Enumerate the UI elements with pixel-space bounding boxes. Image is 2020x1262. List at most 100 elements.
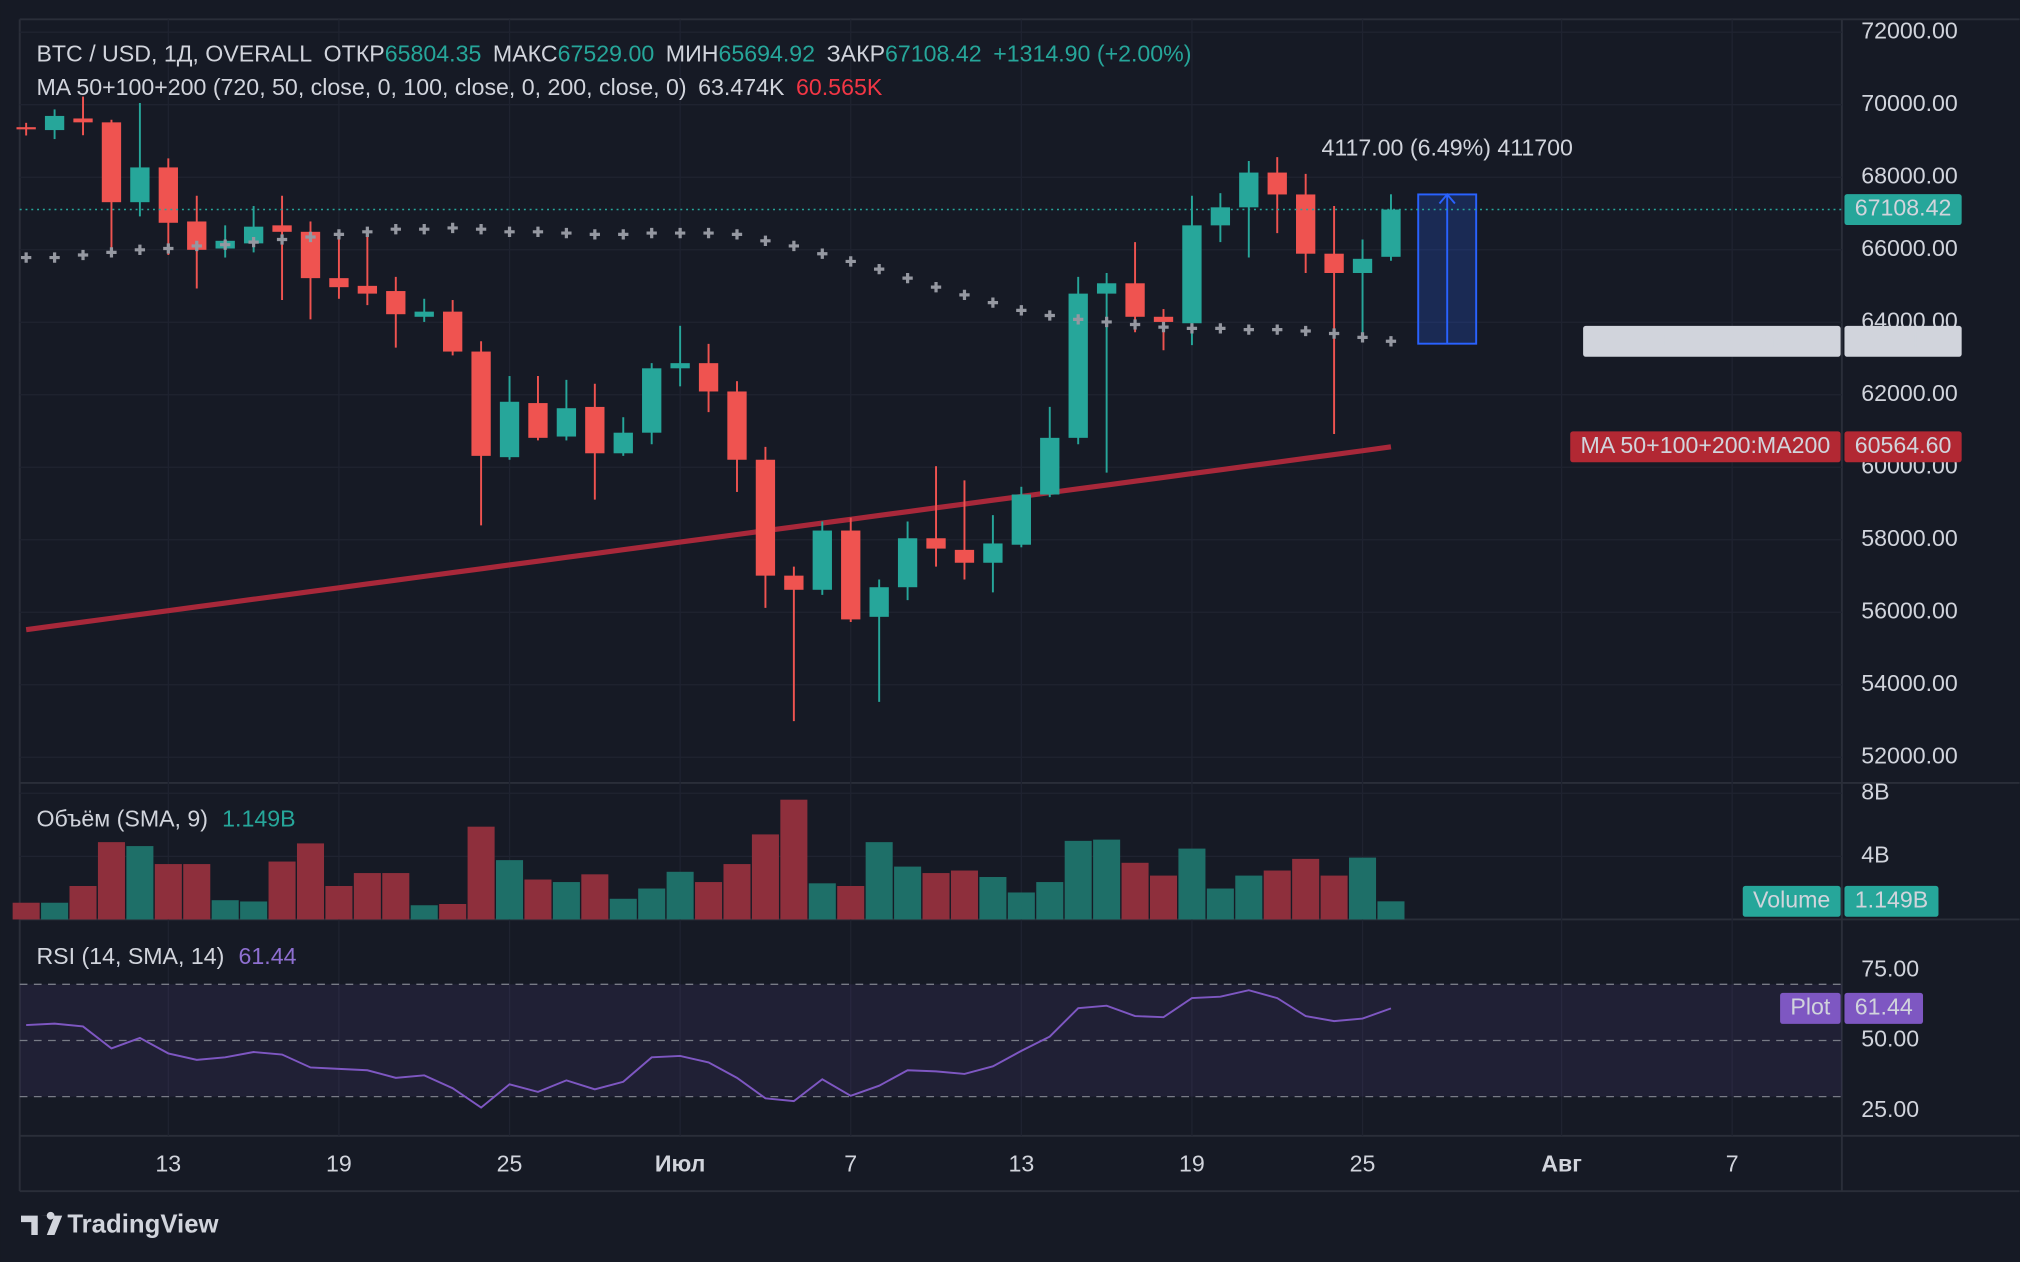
volume-bar xyxy=(666,871,694,920)
ma-point xyxy=(1158,321,1169,333)
ma200-value: 60.565K xyxy=(796,74,883,100)
candle-body xyxy=(1096,283,1117,294)
volume-bar xyxy=(865,842,893,920)
y-tick-label: 62000.00 xyxy=(1861,380,1958,406)
candle-body xyxy=(101,122,122,203)
y-tick-label: 58000.00 xyxy=(1861,525,1958,551)
volume-bar xyxy=(780,799,808,920)
volume-bar xyxy=(609,898,637,920)
candle-body xyxy=(1267,172,1287,195)
candle-body xyxy=(812,530,832,590)
candle-body xyxy=(130,167,150,203)
candle-body xyxy=(1296,194,1316,254)
candle-body xyxy=(73,118,93,123)
ma-point xyxy=(930,282,942,293)
ma-point xyxy=(760,235,771,246)
x-tick-label: Июл xyxy=(655,1151,706,1177)
ma-point xyxy=(618,229,629,240)
price-marker xyxy=(1844,431,1962,463)
ma-line xyxy=(25,444,1392,633)
volume-bar xyxy=(211,900,239,920)
price-marker xyxy=(1844,194,1962,225)
volume-bar xyxy=(496,860,524,920)
ma-point xyxy=(419,224,430,235)
volume-bar xyxy=(12,902,40,920)
candle-body xyxy=(1040,437,1060,495)
plot-area: 13 19 25 Июл 7 13 19 25 Авг 7 52000.00 54000.00 5600… xyxy=(12,17,1962,1177)
ma-point xyxy=(845,256,856,267)
ma-point xyxy=(1272,324,1283,335)
price-marker xyxy=(1844,325,1962,357)
ma-point xyxy=(646,227,657,239)
volume-title: Объём (SMA, 9) xyxy=(36,805,208,831)
volume-bar xyxy=(1206,888,1234,920)
volume-bar xyxy=(1349,857,1377,920)
y-tick-label: 75.00 xyxy=(1861,955,1919,981)
price-marker-label: 61.44 xyxy=(1855,993,1913,1019)
ma-point xyxy=(959,289,970,301)
x-tick-label: 25 xyxy=(497,1151,523,1177)
volume-bar xyxy=(524,879,552,920)
ma-point xyxy=(532,226,544,237)
ma-point xyxy=(589,229,600,240)
x-tick-label: 7 xyxy=(844,1151,857,1177)
ma-point xyxy=(191,240,202,252)
volume-bar xyxy=(1149,875,1178,920)
ma-point xyxy=(874,263,885,275)
ma-point xyxy=(817,248,828,259)
candle-body xyxy=(841,530,861,620)
high-value: 67529.00 xyxy=(558,40,655,66)
candle-body xyxy=(414,311,434,317)
volume-bar xyxy=(1064,840,1092,920)
volume-bar xyxy=(353,873,381,920)
marker-name: Plot xyxy=(1790,993,1830,1019)
ma-point xyxy=(1357,332,1368,343)
ma-point xyxy=(390,224,401,235)
candle-body xyxy=(897,538,918,588)
marker-name-box xyxy=(1742,885,1841,917)
x-tick-label: 13 xyxy=(1008,1151,1034,1177)
volume-bar xyxy=(41,902,69,920)
price-marker xyxy=(1844,992,1924,1024)
candle-body xyxy=(869,587,889,617)
ma-point xyxy=(1215,323,1226,334)
price-marker-label: 1.149B xyxy=(1855,886,1928,912)
volume-bar xyxy=(240,901,268,920)
symbol-legend: BTC / USD, 1Д, OVERALL ОТКР65804.35 МАКС… xyxy=(36,40,1191,66)
candle-body xyxy=(272,225,292,232)
volume-bar xyxy=(268,861,296,920)
candle-body xyxy=(585,406,605,454)
candle-body xyxy=(44,115,65,131)
candle-body xyxy=(243,226,264,244)
x-tick-label: Авг xyxy=(1541,1151,1582,1177)
ma-point xyxy=(49,252,60,263)
volume-bar xyxy=(439,903,467,920)
ma-point xyxy=(106,247,117,258)
candle-body xyxy=(1352,258,1373,273)
volume-bar xyxy=(1178,848,1206,920)
ma-point xyxy=(333,229,345,240)
ma-point xyxy=(1129,319,1141,330)
volume-bar xyxy=(1093,839,1121,920)
candle-body xyxy=(1239,172,1259,208)
ma-point xyxy=(220,239,231,250)
y-tick-label: 50.00 xyxy=(1861,1026,1919,1052)
measure-arrow xyxy=(1438,192,1456,344)
ma-point xyxy=(21,252,32,263)
marker-name: MA 50+100+200:MA200 xyxy=(1581,432,1831,458)
volume-bar xyxy=(1377,901,1405,920)
candle-body xyxy=(1011,494,1031,545)
x-tick-label: 25 xyxy=(1350,1151,1376,1177)
ma-point xyxy=(1101,316,1112,328)
ma50-value: 63.474K xyxy=(698,74,785,100)
ma-point xyxy=(1044,310,1055,321)
ma-point xyxy=(1073,314,1084,325)
ma-point xyxy=(1186,323,1198,334)
candle-body xyxy=(300,231,321,279)
candle-body xyxy=(16,127,36,130)
y-tick-label: 4B xyxy=(1861,841,1889,867)
candle-body xyxy=(784,575,804,590)
high-label: МАКС xyxy=(493,40,558,66)
ma-point xyxy=(561,227,572,239)
x-tick-label: 7 xyxy=(1726,1151,1739,1177)
